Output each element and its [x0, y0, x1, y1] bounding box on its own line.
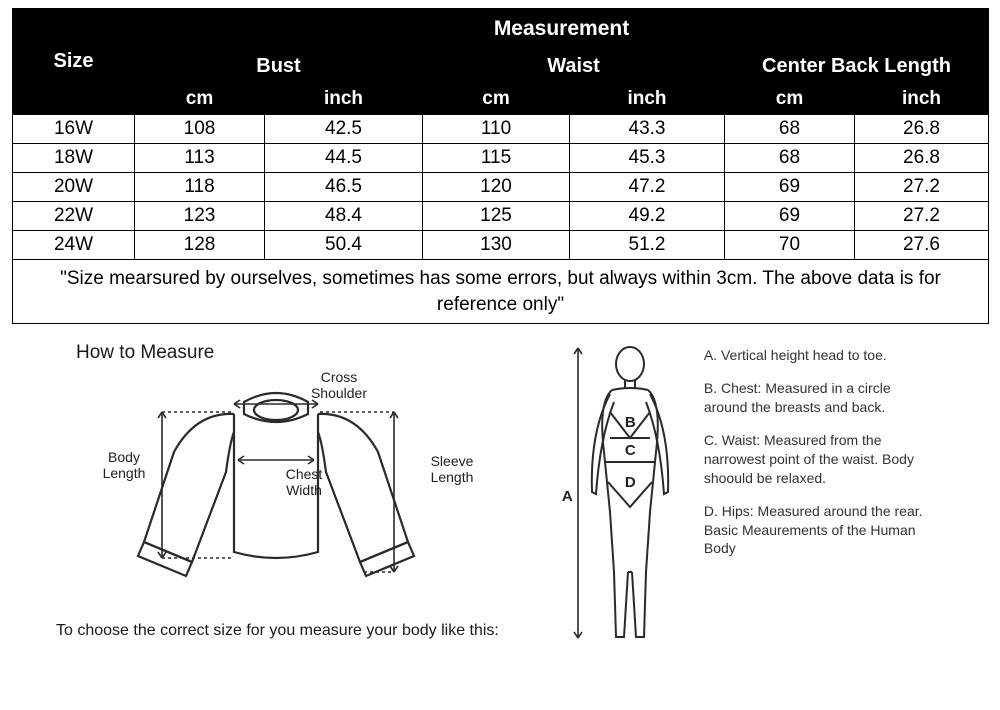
cell-size: 16W [13, 115, 135, 144]
cell-value: 51.2 [570, 231, 725, 260]
choose-size-text: To choose the correct size for you measu… [56, 622, 570, 640]
cell-value: 68 [725, 144, 855, 173]
unit-cm: cm [135, 84, 265, 115]
table-note: "Size mearsured by ourselves, sometimes … [13, 260, 989, 324]
cell-value: 118 [135, 173, 265, 202]
cell-value: 120 [423, 173, 570, 202]
table-row: 20W11846.512047.26927.2 [13, 173, 989, 202]
how-to-measure-title: How to Measure [76, 342, 570, 364]
cell-size: 18W [13, 144, 135, 173]
cell-value: 128 [135, 231, 265, 260]
shirt-diagram: Cross Shoulder Body Length Chest Width S… [86, 372, 516, 592]
cell-size: 22W [13, 202, 135, 231]
cell-value: 110 [423, 115, 570, 144]
cell-value: 125 [423, 202, 570, 231]
cell-value: 108 [135, 115, 265, 144]
cell-value: 27.6 [855, 231, 989, 260]
cell-value: 46.5 [265, 173, 423, 202]
cell-value: 113 [135, 144, 265, 173]
table-row: 18W11344.511545.36826.8 [13, 144, 989, 173]
table-row: 24W12850.413051.27027.6 [13, 231, 989, 260]
measurement-definitions: A. Vertical height head to toe. B. Chest… [704, 342, 934, 647]
table-row: 22W12348.412549.26927.2 [13, 202, 989, 231]
body-figure-icon [570, 342, 690, 642]
def-a: A. Vertical height head to toe. [704, 346, 934, 365]
def-b: B. Chest: Measured in a circle around th… [704, 379, 934, 417]
unit-cm: cm [725, 84, 855, 115]
unit-cm: cm [423, 84, 570, 115]
cell-value: 42.5 [265, 115, 423, 144]
cell-size: 20W [13, 173, 135, 202]
cell-value: 49.2 [570, 202, 725, 231]
cell-value: 70 [725, 231, 855, 260]
unit-inch: inch [570, 84, 725, 115]
header-cbl: Center Back Length [725, 50, 989, 84]
cell-value: 50.4 [265, 231, 423, 260]
cell-value: 115 [423, 144, 570, 173]
cell-value: 27.2 [855, 173, 989, 202]
cell-value: 45.3 [570, 144, 725, 173]
cell-value: 26.8 [855, 144, 989, 173]
def-d: D. Hips: Measured around the rear. Basic… [704, 502, 934, 559]
cell-value: 123 [135, 202, 265, 231]
mark-d: D [625, 474, 636, 491]
label-sleeve-length: Sleeve Length [422, 454, 482, 485]
cell-value: 48.4 [265, 202, 423, 231]
cell-value: 44.5 [265, 144, 423, 173]
header-waist: Waist [423, 50, 725, 84]
mark-c: C [625, 442, 636, 459]
def-c: C. Waist: Measured from the narrowest po… [704, 431, 934, 488]
shirt-icon [126, 372, 426, 582]
cell-value: 43.3 [570, 115, 725, 144]
cell-value: 47.2 [570, 173, 725, 202]
header-size: Size [13, 9, 135, 115]
cell-value: 69 [725, 173, 855, 202]
cell-value: 130 [423, 231, 570, 260]
unit-inch: inch [855, 84, 989, 115]
table-row: 16W10842.511043.36826.8 [13, 115, 989, 144]
header-measurement: Measurement [135, 9, 989, 50]
cell-value: 27.2 [855, 202, 989, 231]
cell-value: 69 [725, 202, 855, 231]
size-chart-table: Size Measurement Bust Waist Center Back … [12, 8, 989, 324]
header-bust: Bust [135, 50, 423, 84]
unit-inch: inch [265, 84, 423, 115]
cell-value: 68 [725, 115, 855, 144]
mark-a: A [562, 488, 573, 505]
cell-value: 26.8 [855, 115, 989, 144]
mark-b: B [625, 414, 636, 431]
cell-size: 24W [13, 231, 135, 260]
